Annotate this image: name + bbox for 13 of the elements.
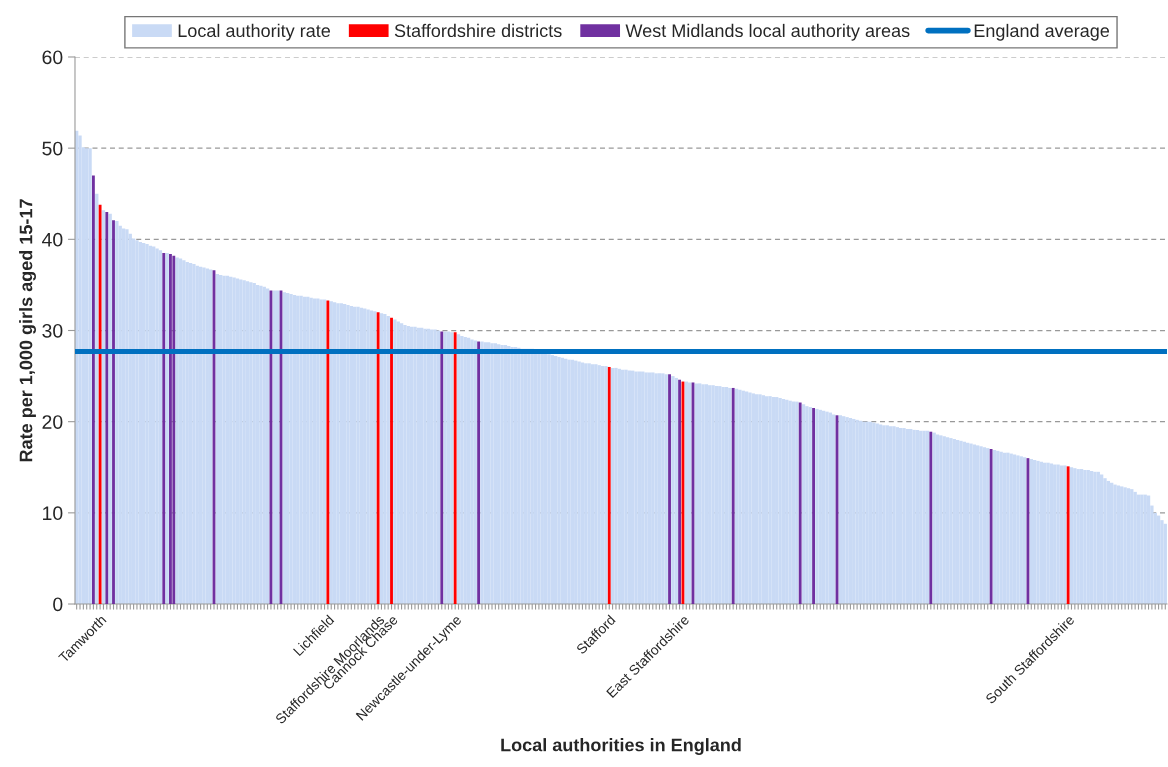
y-tick-label: 40 xyxy=(42,232,63,247)
legend-label: West Midlands local authority areas xyxy=(625,23,910,41)
legend-label: Local authority rate xyxy=(178,23,331,41)
legend-label: England average xyxy=(974,23,1110,41)
y-axis-title: Rate per 1,000 girls aged 15-17 xyxy=(19,199,36,462)
x-axis-title: Local authorities in England xyxy=(501,738,741,755)
y-tick-label: 30 xyxy=(42,323,63,338)
y-tick-label: 50 xyxy=(42,141,63,156)
y-tick-label: 0 xyxy=(53,597,63,612)
y-tick-label: 20 xyxy=(42,415,63,429)
y-tick-label: 60 xyxy=(42,50,63,65)
y-tick-label: 10 xyxy=(43,506,63,521)
legend-label: Staffordshire districts xyxy=(394,23,562,38)
